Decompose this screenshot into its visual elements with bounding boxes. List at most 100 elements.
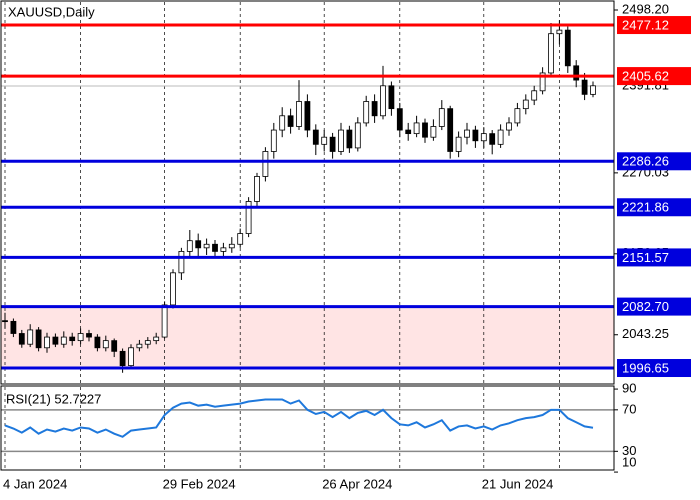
candle-body [60, 336, 67, 345]
level-label-box [617, 248, 691, 267]
candle-body [212, 243, 218, 252]
level-label: 2221.86 [622, 200, 669, 215]
y-tick-label: 70 [622, 401, 636, 416]
candle-body [539, 72, 546, 92]
candle-body [86, 333, 92, 338]
candle-body [153, 336, 160, 342]
candle-body [548, 33, 554, 74]
level-label-box [617, 16, 691, 35]
candle-body [2, 320, 8, 323]
candle-body [195, 240, 202, 249]
candle-body [279, 115, 286, 131]
x-tick-label: 29 Feb 2024 [163, 476, 236, 491]
candle-body [69, 336, 76, 342]
candle-body [52, 336, 59, 345]
level-label: 2082.70 [622, 299, 669, 314]
rsi-title: RSI(21) 52.7227 [6, 391, 101, 406]
candle-body [405, 129, 412, 135]
candle-body [371, 101, 378, 117]
candle-body [270, 129, 277, 152]
candle-body [447, 108, 454, 152]
candle-body [346, 129, 353, 149]
candle-body [338, 129, 344, 152]
candle-body [363, 101, 370, 124]
rsi-line [4, 398, 594, 438]
candle-body [170, 272, 176, 306]
candle-body [522, 99, 529, 110]
x-tick-label: 21 Jun 2024 [482, 476, 554, 491]
candle-body [18, 333, 25, 345]
level-label: 2151.57 [622, 250, 669, 265]
candle-body [438, 108, 445, 127]
candle-body [380, 85, 386, 117]
candle-body [455, 136, 462, 152]
candle-body [35, 329, 42, 349]
candle-body [312, 129, 319, 145]
candle-body [27, 329, 34, 345]
level-label-box [617, 297, 691, 316]
candle-body [144, 340, 151, 345]
candle-body [556, 29, 563, 35]
candle-body [136, 343, 143, 349]
level-label-box [617, 198, 691, 217]
y-tick-label: 90 [622, 381, 636, 396]
price-frame [0, 0, 615, 385]
candle-body [10, 320, 17, 334]
candle-body [464, 129, 470, 138]
candle-body [220, 247, 227, 252]
level-label: 2286.26 [622, 154, 669, 169]
candle-body [228, 243, 235, 249]
candle-body [161, 304, 168, 338]
candle-body [422, 122, 428, 138]
level-label-box [617, 152, 691, 171]
candle-body [480, 133, 487, 142]
chart-title: XAUUSD,Daily [8, 4, 95, 19]
candle-body [506, 122, 512, 131]
candle-body [128, 347, 134, 367]
rsi-frame [0, 385, 615, 471]
candle-body [44, 336, 50, 349]
y-tick-label: 2043.25 [622, 326, 669, 341]
candle-body [186, 240, 193, 252]
x-tick-label: 26 Apr 2024 [322, 476, 392, 491]
level-label-box [617, 359, 691, 378]
zone [1, 306, 614, 369]
candle-body [564, 29, 571, 67]
candle-body [430, 126, 437, 138]
level-label: 2405.62 [622, 69, 669, 84]
candle-body [262, 151, 269, 177]
candle-body [203, 243, 210, 249]
level-label: 1996.65 [622, 360, 669, 375]
candle-body [413, 122, 420, 135]
candle-body [354, 122, 361, 149]
candle-body [489, 133, 496, 145]
candle-body [254, 176, 260, 202]
candle-body [514, 108, 521, 124]
candle-body [329, 136, 336, 152]
x-tick-label: 4 Jan 2024 [3, 476, 67, 491]
candle-body [237, 233, 244, 245]
candle-body [119, 350, 126, 367]
candle-body [531, 90, 538, 101]
candle-body [94, 336, 101, 349]
y-tick-label: 30 [622, 443, 636, 458]
y-tick-label: 2498.20 [622, 1, 669, 16]
candle-body [590, 85, 596, 95]
level-label-box [617, 67, 691, 86]
level-label: 2477.12 [622, 17, 669, 32]
candle-body [245, 201, 252, 234]
candle-body [178, 251, 185, 274]
candle-body [472, 129, 479, 142]
candle-body [388, 85, 395, 110]
candle-body [396, 108, 403, 131]
candle-body [321, 136, 328, 145]
candle-body [304, 101, 311, 131]
candle-body [111, 340, 118, 352]
candle-body [581, 79, 588, 95]
candle-body [573, 65, 580, 81]
y-tick-label: 10 [622, 454, 636, 469]
candle-body [296, 101, 302, 127]
candle-body [102, 340, 109, 349]
candle-body [287, 115, 294, 127]
